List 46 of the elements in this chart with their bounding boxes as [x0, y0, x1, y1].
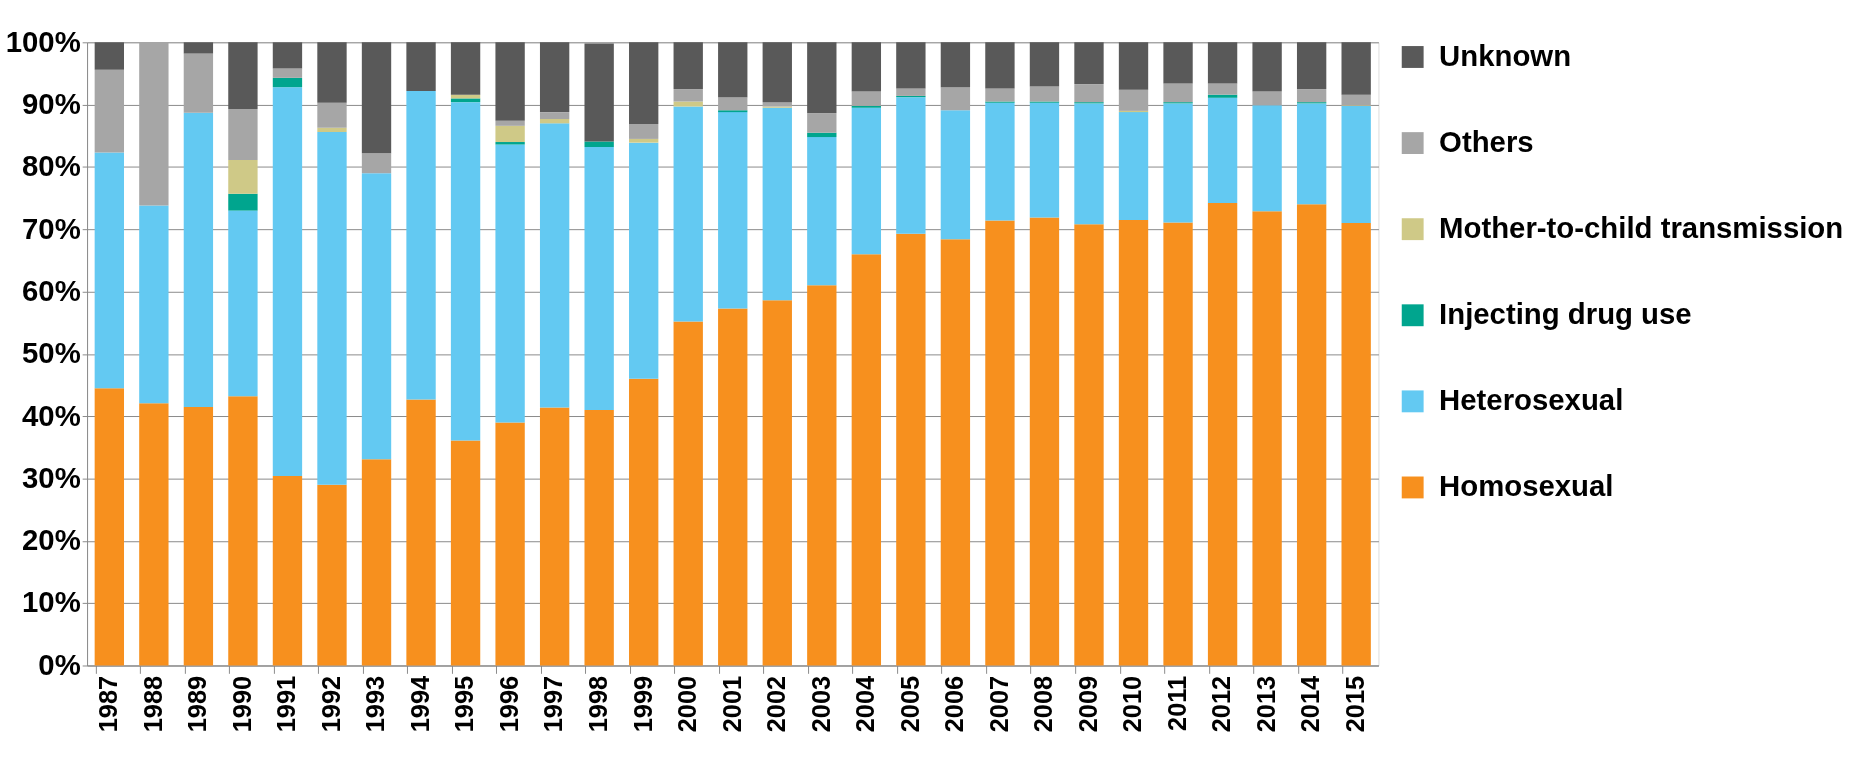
x-tick-label: 1992 [316, 675, 345, 733]
x-tick-label: 2014 [1296, 675, 1325, 733]
x-tick-label: 2015 [1341, 675, 1369, 733]
x-tick-label: 1996 [494, 675, 523, 733]
y-tick-label: 80% [22, 149, 81, 183]
y-tick-label: 20% [22, 523, 81, 557]
y-tick-label: 10% [22, 585, 81, 619]
x-tick-label: 1999 [628, 675, 657, 733]
x-tick-label: 2010 [1118, 675, 1147, 733]
y-tick-label: 30% [22, 460, 81, 494]
x-tick-label: 2011 [1162, 675, 1191, 731]
legend-label: Homosexual [1439, 469, 1614, 503]
x-tick-label: 2003 [806, 675, 835, 733]
x-tick-label: 2001 [717, 675, 746, 733]
x-tick-label: 1995 [450, 675, 479, 733]
legend-label: Heterosexual [1439, 383, 1624, 417]
x-tick-label: 1990 [227, 675, 256, 733]
y-tick-label: 60% [22, 273, 81, 307]
y-tick-label: 90% [22, 86, 81, 120]
x-tick-label: 2006 [940, 675, 969, 733]
legend-label: Injecting drug use [1439, 297, 1692, 331]
x-tick-label: 2013 [1251, 675, 1280, 733]
x-tick-label: 2000 [673, 675, 702, 733]
x-tick-label: 1997 [539, 675, 568, 733]
y-tick-label: 70% [22, 211, 81, 245]
x-tick-label: 2002 [762, 675, 791, 733]
x-tick-label: 1993 [361, 675, 390, 733]
x-tick-label: 1994 [405, 675, 434, 733]
x-tick-label: 2012 [1207, 675, 1236, 733]
y-tick-label: 0% [38, 647, 81, 681]
x-tick-label: 1988 [138, 675, 167, 733]
y-tick-label: 100% [5, 24, 81, 58]
x-tick-label: 1987 [94, 675, 123, 733]
x-tick-label: 2007 [984, 675, 1013, 733]
legend-label: Others [1439, 124, 1534, 158]
y-tick-label: 50% [22, 336, 81, 370]
legend-label: Unknown [1439, 38, 1572, 72]
x-tick-label: 2004 [851, 675, 880, 733]
x-tick-label: 2005 [895, 675, 924, 733]
x-tick-label: 1998 [583, 675, 612, 733]
x-tick-label: 2008 [1029, 675, 1058, 733]
x-tick-label: 1991 [272, 675, 301, 733]
x-tick-label: 2009 [1073, 675, 1102, 733]
y-tick-label: 40% [22, 398, 81, 432]
legend-label: Mother-to-child transmission [1439, 210, 1844, 244]
x-tick-label: 1989 [183, 675, 212, 733]
